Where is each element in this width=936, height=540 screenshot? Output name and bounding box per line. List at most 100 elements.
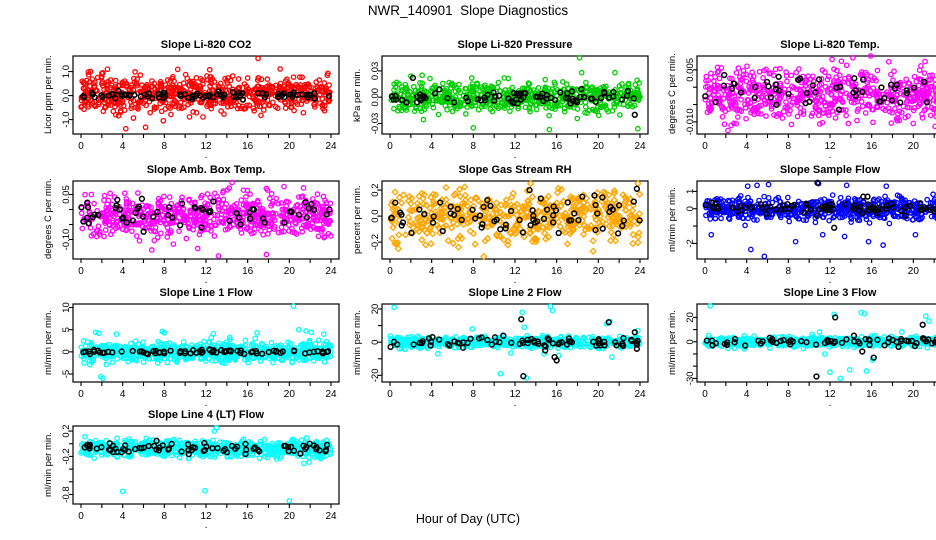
subplot-slope-amb-box-temp: 0 4 8 12 16 20 24 0.05 -0.10. Slope Amb. Box Tem… xyxy=(40,163,352,287)
axes: 0 4 8 12 16 20 24 1.0 0.0 -1.0. xyxy=(61,65,337,161)
axes: 0 4 8 12 16 20 24 10 5 0 -5. xyxy=(61,302,337,409)
svg-text:0.03: 0.03 xyxy=(370,62,381,81)
svg-text:24: 24 xyxy=(634,141,646,152)
subplot-title: Slope Li-820 Temp. xyxy=(780,39,880,51)
svg-text:0: 0 xyxy=(78,141,84,152)
svg-text:0: 0 xyxy=(685,206,696,211)
y-axis-label: ml/min per min. xyxy=(43,310,54,376)
svg-text:.: . xyxy=(205,398,208,409)
scatter-points xyxy=(78,425,334,504)
axes: 0 4 8 12 16 20 240.2-0.2-0.8. xyxy=(61,424,337,531)
svg-text:20: 20 xyxy=(593,389,605,400)
subplot-title: Slope Li-820 Pressure xyxy=(457,39,573,51)
svg-text:0: 0 xyxy=(370,340,381,345)
axes: 0 4 8 12 16 20 24 20 0 -20. xyxy=(370,304,646,409)
y-axis-label: percent per min. xyxy=(352,185,363,255)
svg-text:12: 12 xyxy=(200,141,212,152)
svg-text:-0.03: -0.03 xyxy=(370,113,381,135)
scatter-plot-canvas: 0 4 8 12 16 20 24 20 0 -20. xyxy=(370,303,649,409)
svg-text:4: 4 xyxy=(120,141,126,152)
y-axis-label: Licor ppm per min. xyxy=(43,55,54,134)
y-axis-label: kPa per min. xyxy=(352,68,363,122)
overlay-points xyxy=(78,195,333,235)
overlay-points xyxy=(702,179,936,231)
overlay-points xyxy=(387,316,641,380)
svg-text:0: 0 xyxy=(702,266,708,277)
axes: 0 4 8 12 16 20 24 0.03 0.00 -0.03. xyxy=(370,62,646,161)
svg-text:16: 16 xyxy=(242,141,254,152)
svg-text:8: 8 xyxy=(162,389,168,400)
subplot-slope-line-2-flow: 0 4 8 12 16 20 24 20 0 -20. Slope Line 2 Flow ml/… xyxy=(349,286,661,410)
overlay-points xyxy=(388,74,638,118)
subplot-title: Slope Sample Flow xyxy=(779,164,881,176)
svg-text:12: 12 xyxy=(824,141,836,152)
scatter-plot-canvas: 0 4 8 12 16 20 24 0.05 -0.10. xyxy=(61,179,340,286)
svg-text:20: 20 xyxy=(908,266,920,277)
svg-text:12: 12 xyxy=(509,266,521,277)
svg-text:20: 20 xyxy=(908,141,920,152)
svg-text:16: 16 xyxy=(551,141,563,152)
svg-text:20: 20 xyxy=(284,389,296,400)
svg-text:-2: -2 xyxy=(685,239,696,247)
svg-text:24: 24 xyxy=(325,266,337,277)
svg-text:12: 12 xyxy=(200,266,212,277)
svg-text:10: 10 xyxy=(61,302,72,313)
svg-text:20: 20 xyxy=(593,141,605,152)
page-title: NWR_140901 Slope Diagnostics xyxy=(367,3,569,18)
svg-text:1.0: 1.0 xyxy=(61,65,72,78)
svg-text:4: 4 xyxy=(120,266,126,277)
svg-text:1: 1 xyxy=(685,189,696,194)
svg-text:16: 16 xyxy=(551,266,563,277)
overlay-points xyxy=(81,437,331,458)
subplot-title: Slope Amb. Box Temp. xyxy=(146,164,266,176)
svg-text:.: . xyxy=(829,150,832,161)
svg-text:20: 20 xyxy=(284,266,296,277)
svg-text:0: 0 xyxy=(78,266,84,277)
overlay-points xyxy=(702,71,931,113)
svg-text:-1.0: -1.0 xyxy=(61,111,72,127)
svg-text:16: 16 xyxy=(242,389,254,400)
subplot-title: Slope Line 1 Flow xyxy=(159,287,253,299)
overlay-points xyxy=(388,185,643,237)
y-axis-label: degrees C per min. xyxy=(667,53,678,134)
svg-text:8: 8 xyxy=(471,266,477,277)
svg-text:0.005: 0.005 xyxy=(685,58,696,82)
subplot-slope-li820-co2: 0 4 8 12 16 20 24 1.0 0.0 -1.0. Slope Li-820 CO2 … xyxy=(40,38,352,162)
svg-text:0.00: 0.00 xyxy=(370,88,381,107)
svg-text:20: 20 xyxy=(284,141,296,152)
subplot-slope-line-4-lt-flow: 0 4 8 12 16 20 24 0.2 -0.2 -0.8. Slope Line 4 (LT… xyxy=(40,408,352,532)
svg-text:12: 12 xyxy=(509,141,521,152)
scatter-plot-canvas: 0 4 8 12 16 20 24 10 5 0 -5. xyxy=(61,302,340,409)
svg-text:12: 12 xyxy=(200,389,212,400)
svg-text:.: . xyxy=(514,150,517,161)
svg-text:16: 16 xyxy=(866,141,878,152)
scatter-plot-canvas: 0 4 8 12 16 20 240.2-0.2-0.8. xyxy=(61,424,340,531)
svg-text:20: 20 xyxy=(370,304,381,315)
svg-text:4: 4 xyxy=(744,266,750,277)
svg-text:8: 8 xyxy=(162,266,168,277)
svg-text:0: 0 xyxy=(78,389,84,400)
svg-text:-0.010: -0.010 xyxy=(685,108,696,135)
svg-text:8: 8 xyxy=(786,266,792,277)
svg-text:8: 8 xyxy=(786,141,792,152)
svg-text:4: 4 xyxy=(744,141,750,152)
svg-text:.: . xyxy=(829,275,832,286)
svg-text:.: . xyxy=(205,150,208,161)
svg-text:0: 0 xyxy=(387,266,393,277)
subplot-title: Slope Line 4 (LT) Flow xyxy=(148,409,264,421)
overlay-points xyxy=(80,87,333,103)
scatter-plot-canvas: 0 4 8 12 16 20 24 0.03 0.00 -0.03. xyxy=(370,54,649,161)
svg-text:4: 4 xyxy=(429,266,435,277)
svg-text:0.05: 0.05 xyxy=(61,185,72,204)
subplot-title: Slope Li-820 CO2 xyxy=(160,39,252,51)
overlay-points xyxy=(703,314,936,380)
svg-text:8: 8 xyxy=(162,141,168,152)
axes: 0 4 8 12 16 20 24 0.2 0.0 -0.2. xyxy=(370,183,646,286)
